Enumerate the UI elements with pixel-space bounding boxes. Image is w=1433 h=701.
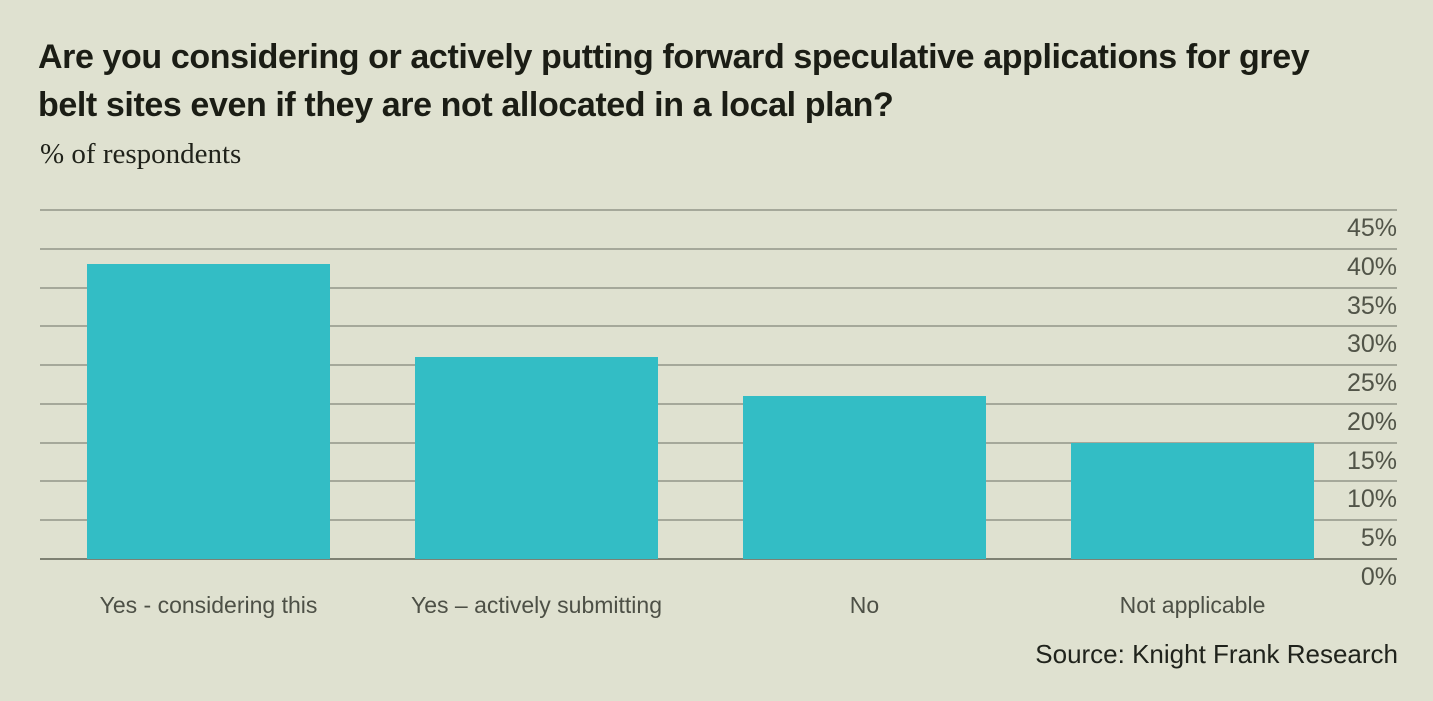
y-tick-label: 40%	[1346, 252, 1397, 281]
y-tick-label: 10%	[1346, 485, 1397, 514]
category-label: Yes – actively submitting	[410, 592, 662, 618]
bar-2	[415, 357, 658, 559]
chart-subtitle: % of respondents	[40, 138, 242, 170]
gridline	[40, 209, 1397, 211]
bar-1	[87, 264, 330, 559]
category-label: Yes - considering this	[99, 592, 318, 618]
y-tick-label: 15%	[1346, 446, 1397, 475]
y-tick-label: 25%	[1346, 369, 1397, 398]
gridline	[40, 286, 1397, 289]
category-label: No	[849, 592, 880, 618]
source-credit: Source: Knight Frank Research	[1035, 639, 1398, 669]
y-tick-label: 35%	[1346, 291, 1397, 320]
y-tick-label: 30%	[1346, 330, 1397, 359]
bar-4	[1071, 442, 1314, 559]
y-tick-label: 0%	[1360, 563, 1397, 591]
chart-title: Are you considering or actively putting …	[38, 38, 1310, 124]
gridline	[40, 480, 1397, 483]
gridline	[40, 364, 1397, 367]
y-tick-label: 5%	[1360, 524, 1397, 553]
category-label: Not applicable	[1119, 592, 1266, 618]
gridline	[40, 247, 1397, 250]
bar-3	[743, 396, 986, 559]
x-axis-line	[40, 558, 1397, 560]
plot-area: 45% 40% 35% 30% 25% 20% 15% 10% 5% 0% Yes - consid…	[40, 209, 1397, 618]
gridline	[40, 519, 1397, 522]
gridline	[40, 402, 1397, 405]
gridline	[40, 441, 1397, 444]
gridline	[40, 325, 1397, 328]
y-tick-label: 45%	[1346, 214, 1397, 242]
y-tick-label: 20%	[1346, 407, 1397, 436]
